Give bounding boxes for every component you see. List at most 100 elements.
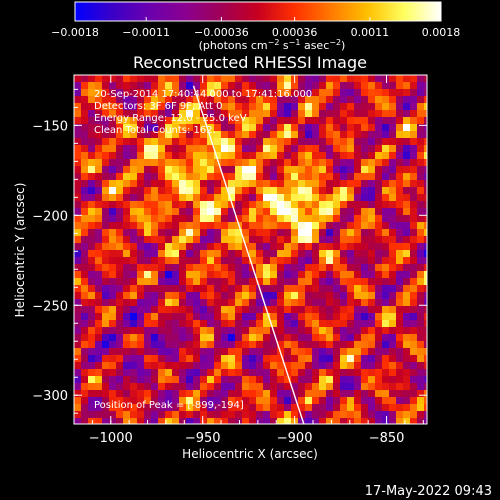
heatmap-cell <box>158 159 166 167</box>
heatmap-cell <box>382 222 390 230</box>
heatmap-cell <box>158 243 166 251</box>
heatmap-cell <box>179 152 187 160</box>
heatmap-cell <box>403 397 411 405</box>
heatmap-cell <box>396 222 404 230</box>
heatmap-cell <box>277 194 285 202</box>
heatmap-cell <box>270 390 278 398</box>
heatmap-cell <box>81 320 89 328</box>
heatmap-cell <box>221 75 229 83</box>
heatmap-cell <box>361 103 369 111</box>
heatmap-cell <box>375 320 383 328</box>
heatmap-cell <box>116 404 124 412</box>
heatmap-cell <box>298 313 306 321</box>
heatmap-cell <box>228 334 236 342</box>
heatmap-cell <box>410 341 418 349</box>
heatmap-cell <box>312 264 320 272</box>
heatmap-cell <box>137 257 145 265</box>
heatmap-cell <box>221 264 229 272</box>
heatmap-cell <box>333 278 341 286</box>
heatmap-cell <box>270 285 278 293</box>
heatmap-cell <box>305 194 313 202</box>
heatmap-cell <box>165 215 173 223</box>
heatmap-cell <box>249 166 257 174</box>
heatmap-cell <box>207 264 215 272</box>
heatmap-cell <box>214 250 222 258</box>
heatmap-cell <box>424 285 427 293</box>
heatmap-cell <box>172 110 180 118</box>
heatmap-cell <box>102 334 110 342</box>
heatmap-cell <box>186 313 194 321</box>
heatmap-cell <box>396 159 404 167</box>
heatmap-cell <box>144 271 152 279</box>
heatmap-cell <box>410 411 418 419</box>
heatmap-cell <box>228 187 236 195</box>
heatmap-cell <box>340 82 348 90</box>
heatmap-cell <box>417 201 425 209</box>
heatmap-cell <box>256 110 264 118</box>
heatmap-cell <box>137 75 145 83</box>
heatmap-cell <box>109 173 117 181</box>
heatmap-cell <box>235 348 243 356</box>
heatmap-cell <box>305 229 313 237</box>
heatmap-cell <box>333 376 341 384</box>
heatmap-cell <box>424 292 427 300</box>
heatmap-cell <box>102 404 110 412</box>
heatmap-cell <box>165 222 173 230</box>
heatmap-cell <box>123 299 131 307</box>
heatmap-cell <box>235 404 243 412</box>
heatmap-cell <box>333 103 341 111</box>
heatmap-cell <box>410 243 418 251</box>
heatmap-cell <box>263 418 271 424</box>
heatmap-cell <box>312 369 320 377</box>
heatmap-cell <box>130 306 138 314</box>
heatmap-cell <box>375 159 383 167</box>
heatmap-cell <box>123 404 131 412</box>
heatmap-cell <box>333 89 341 97</box>
heatmap-cell <box>186 131 194 139</box>
heatmap-cell <box>389 145 397 153</box>
heatmap-cell <box>193 383 201 391</box>
heatmap-cell <box>312 222 320 230</box>
heatmap-cell <box>158 229 166 237</box>
heatmap-cell <box>389 103 397 111</box>
heatmap-cell <box>200 285 208 293</box>
heatmap-cell <box>207 187 215 195</box>
heatmap-cell <box>186 110 194 118</box>
heatmap-cell <box>221 222 229 230</box>
heatmap-cell <box>151 215 159 223</box>
heatmap-cell <box>375 257 383 265</box>
heatmap-cell <box>305 180 313 188</box>
heatmap-cell <box>291 264 299 272</box>
heatmap-cell <box>305 131 313 139</box>
heatmap-cell <box>207 306 215 314</box>
heatmap-cell <box>193 145 201 153</box>
heatmap-cell <box>396 215 404 223</box>
heatmap-cell <box>200 411 208 419</box>
heatmap-cell <box>172 152 180 160</box>
heatmap-cell <box>312 383 320 391</box>
heatmap-cell <box>200 334 208 342</box>
x-tick-label: −850 <box>369 431 405 446</box>
heatmap-cell <box>88 110 96 118</box>
heatmap-cell <box>263 397 271 405</box>
heatmap-cell <box>270 110 278 118</box>
heatmap-cell <box>375 124 383 132</box>
heatmap-cell <box>74 75 82 83</box>
heatmap-cell <box>340 103 348 111</box>
heatmap-cell <box>95 418 103 424</box>
heatmap-cell <box>277 334 285 342</box>
heatmap-cell <box>424 82 427 90</box>
heatmap-cell <box>165 180 173 188</box>
heatmap-cell <box>389 355 397 363</box>
heatmap-cell <box>137 159 145 167</box>
heatmap-cell <box>410 362 418 370</box>
heatmap-cell <box>242 173 250 181</box>
heatmap-cell <box>270 75 278 83</box>
colorbar-ticks: −0.0018 −0.0011 −0.00036 0.00036 0.0011 0.001… <box>51 17 460 39</box>
heatmap-cell <box>207 299 215 307</box>
heatmap-cell <box>158 299 166 307</box>
heatmap-cell <box>242 348 250 356</box>
heatmap-cell <box>284 152 292 160</box>
heatmap-cell <box>277 411 285 419</box>
heatmap-cell <box>137 376 145 384</box>
